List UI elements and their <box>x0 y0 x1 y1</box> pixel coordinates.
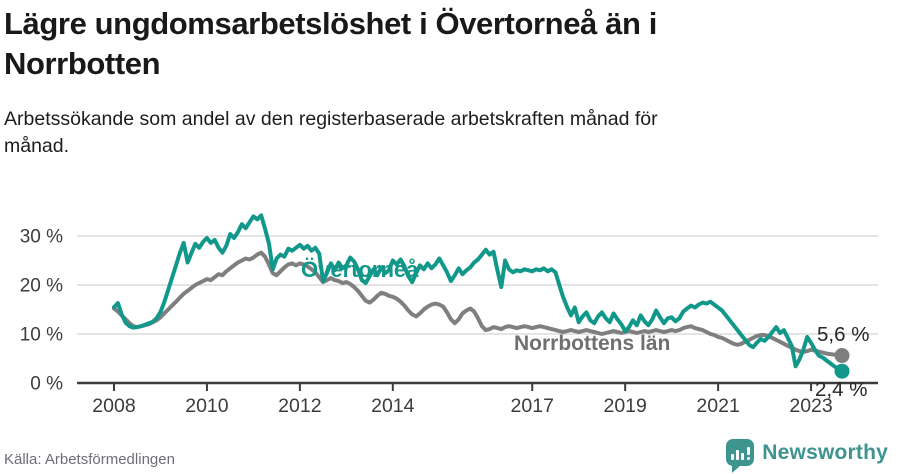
newsworthy-wordmark: Newsworthy <box>762 440 888 464</box>
x-axis-label: 2012 <box>278 395 321 417</box>
x-axis-label: 2023 <box>789 395 832 417</box>
series-end-dot <box>834 363 850 379</box>
chart-subtitle-line1: Arbetssökande som andel av den registerb… <box>4 108 658 130</box>
series-line--vertorne- <box>112 213 844 374</box>
series-end-value-label: 2,4 % <box>815 378 867 401</box>
x-axis-label: 2014 <box>371 395 415 417</box>
series-line-norrbottens-l-n <box>112 250 844 358</box>
y-axis-label: 30 % <box>20 227 63 248</box>
chart-subtitle: Arbetssökande som andel av den registerb… <box>4 106 884 160</box>
page-title-line1: Lägre ungdomsarbetslöshet i Övertorneå ä… <box>4 6 657 41</box>
page-title-line2: Norrbotten <box>4 46 161 81</box>
x-axis-label: 2010 <box>185 395 229 417</box>
series-end-dot <box>834 348 850 364</box>
x-axis-label: 2008 <box>92 395 135 417</box>
series-label: Norrbottens län <box>514 332 670 355</box>
exclamation-glyph <box>746 447 750 460</box>
x-axis-label: 2021 <box>696 395 739 417</box>
page-title: Lägre ungdomsarbetslöshet i Övertorneå ä… <box>4 4 884 84</box>
x-axis-label: 2017 <box>511 395 554 417</box>
y-axis-label: 20 % <box>20 276 63 297</box>
bar-chart-glyph <box>730 447 750 460</box>
series-label: Övertorneå <box>301 257 419 282</box>
y-axis-label: 10 % <box>20 325 63 346</box>
unemployment-line-chart: 0 % 10 % 20 % 30 % 2008 2010 2012 2014 2017 2019 2… <box>20 213 878 417</box>
newsworthy-chart-bubble-icon <box>726 439 755 473</box>
y-axis-label: 0 % <box>30 374 63 395</box>
chart-subtitle-line2: månad. <box>4 135 70 157</box>
x-axis-label: 2019 <box>603 395 646 417</box>
series-end-value-label: 5,6 % <box>817 323 869 346</box>
source-attribution: Källa: Arbetsförmedlingen <box>4 451 175 468</box>
newsworthy-logo[interactable]: Newsworthy <box>726 439 888 473</box>
